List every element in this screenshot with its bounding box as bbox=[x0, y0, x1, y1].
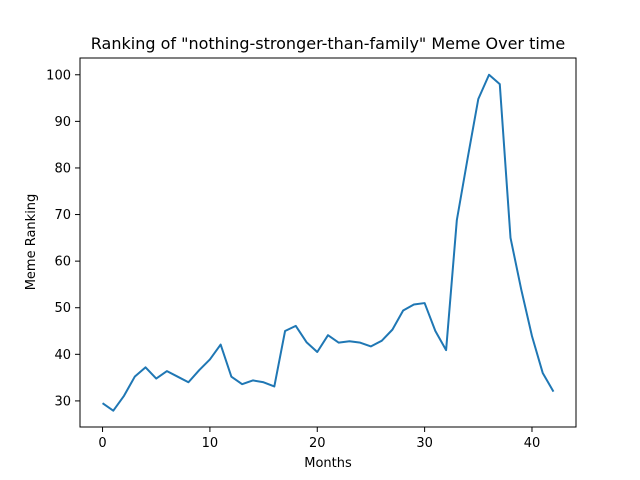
x-tick-label: 30 bbox=[416, 436, 433, 451]
y-tick-label: 80 bbox=[54, 161, 71, 176]
x-tick-label: 20 bbox=[309, 436, 326, 451]
x-tick-label: 40 bbox=[524, 436, 541, 451]
y-axis: 30 40 50 60 70 80 90 100 bbox=[46, 68, 80, 409]
x-axis-label: Months bbox=[304, 456, 352, 471]
y-tick-label: 90 bbox=[54, 115, 71, 130]
y-tick-label: 50 bbox=[54, 301, 71, 316]
y-tick-label: 60 bbox=[54, 255, 71, 270]
x-tick-label: 0 bbox=[98, 436, 106, 451]
y-axis-label: Meme Ranking bbox=[24, 194, 39, 291]
series-line bbox=[101, 73, 555, 412]
y-tick-label: 70 bbox=[54, 208, 71, 223]
y-tick-label: 30 bbox=[54, 394, 71, 409]
y-tick-label: 40 bbox=[54, 348, 71, 363]
plot-area bbox=[101, 73, 555, 412]
x-axis: 0 10 20 30 40 bbox=[98, 427, 540, 451]
x-tick-label: 10 bbox=[202, 436, 219, 451]
plot-frame bbox=[79, 57, 577, 428]
y-tick-label: 100 bbox=[46, 68, 71, 83]
chart-title: Ranking of "nothing-stronger-than-family… bbox=[91, 34, 565, 53]
